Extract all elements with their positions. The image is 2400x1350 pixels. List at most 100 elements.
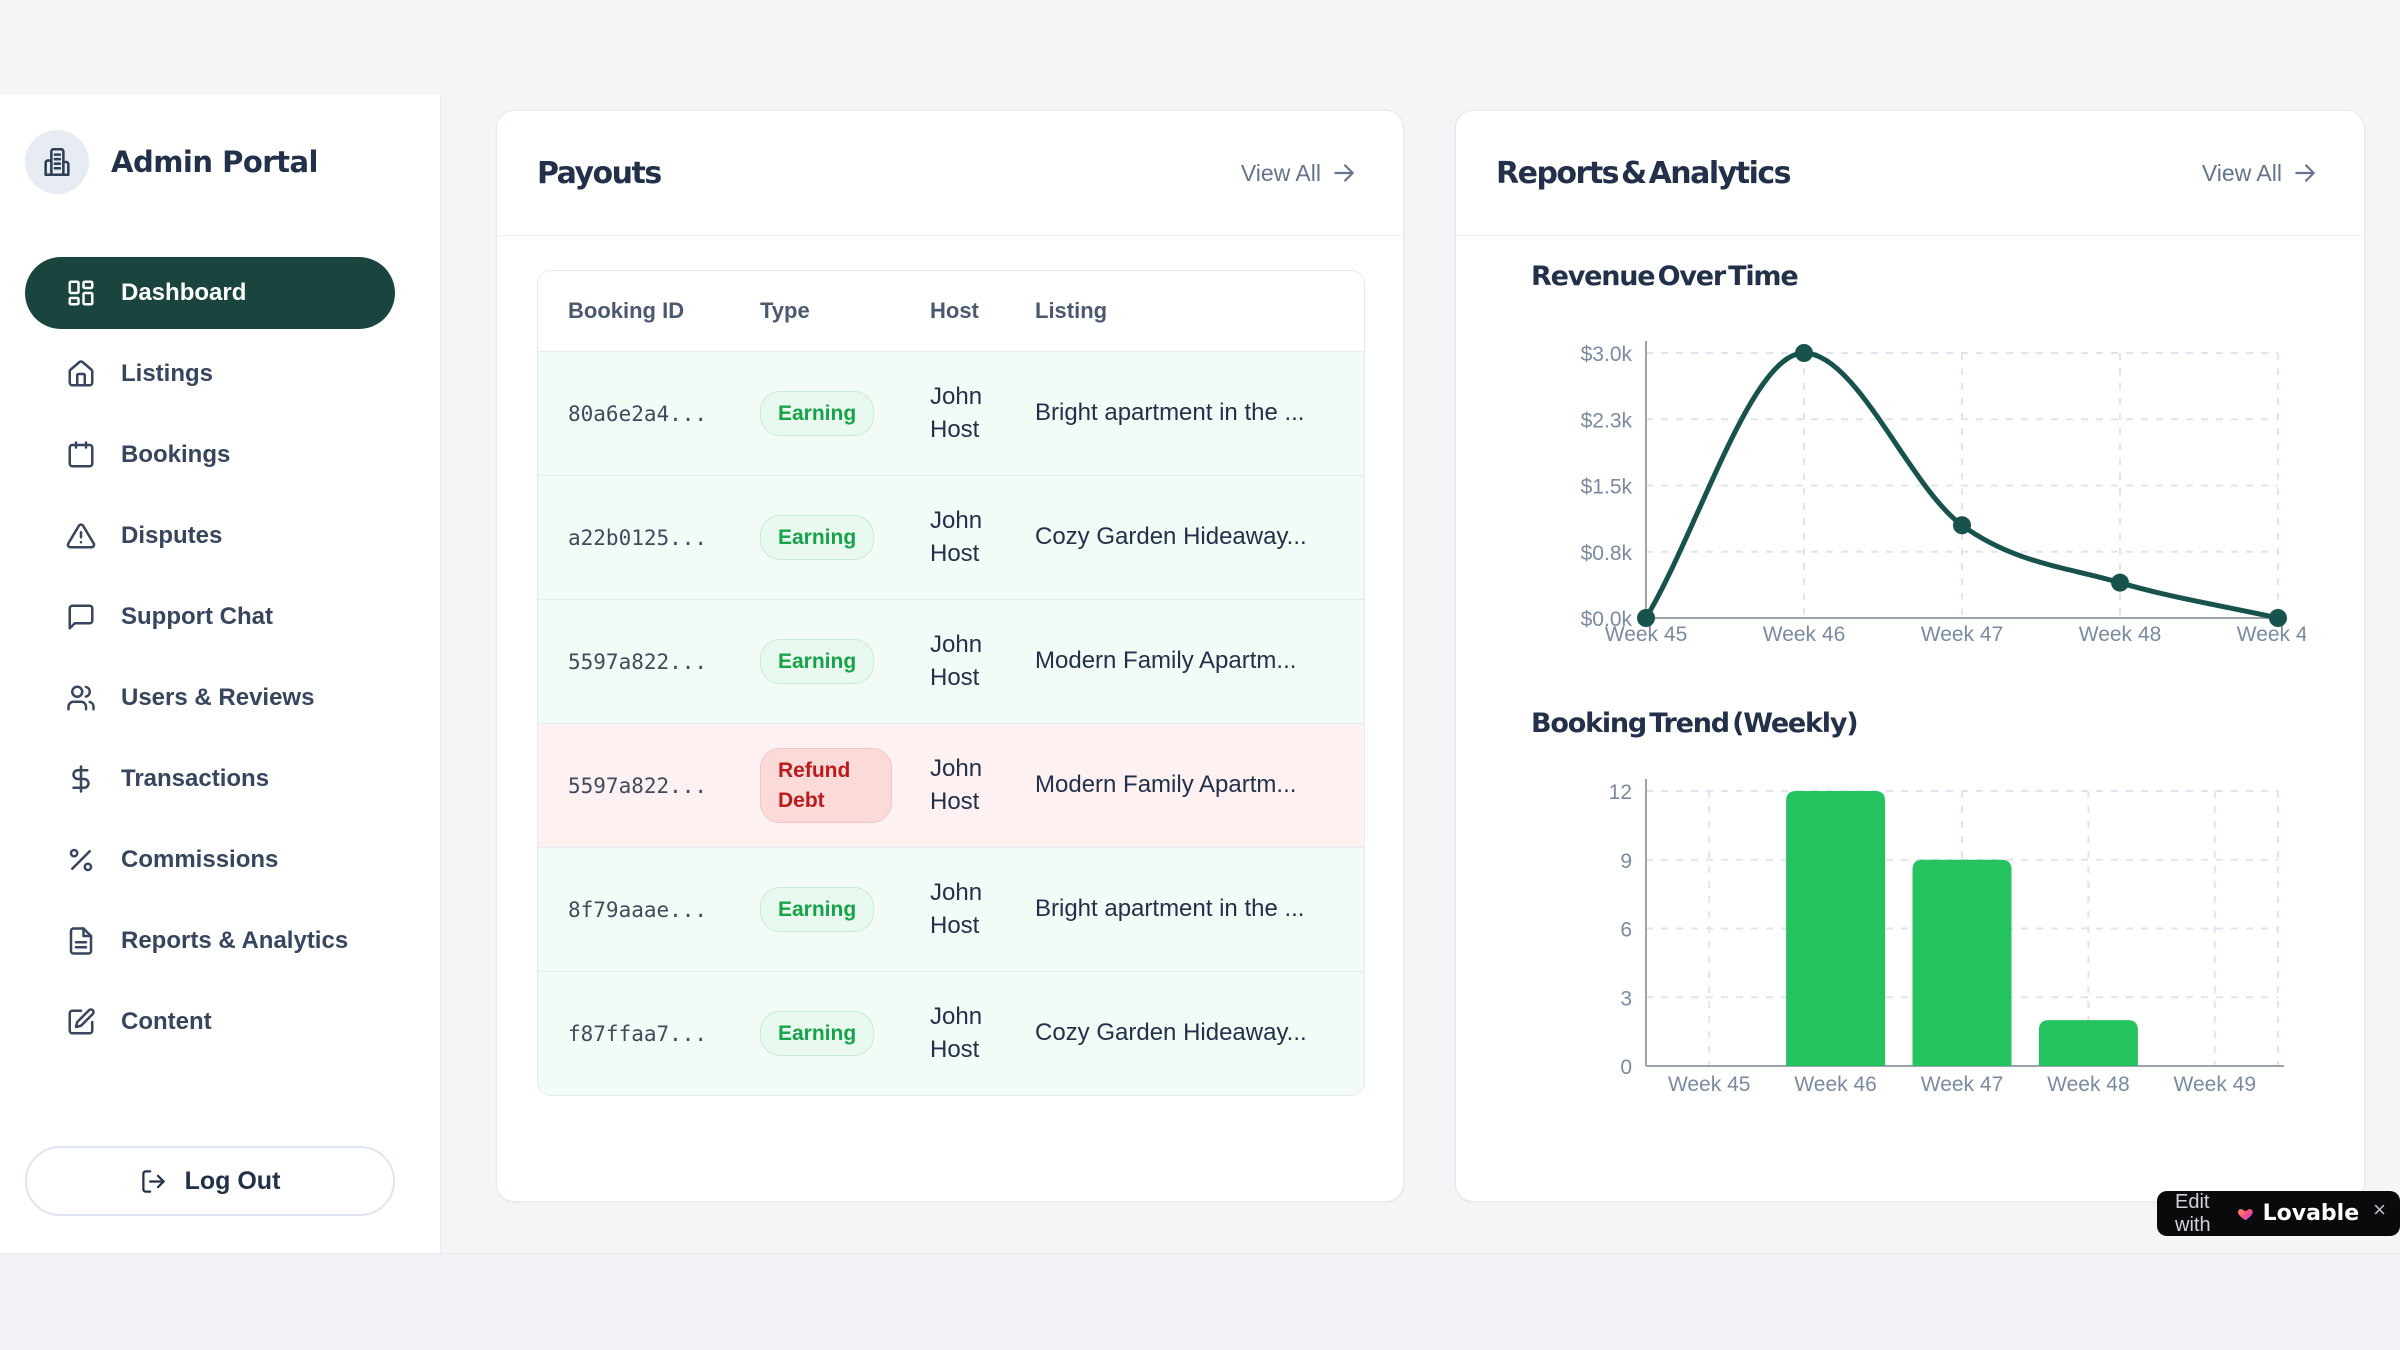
- logout-button[interactable]: Log Out: [25, 1146, 395, 1216]
- file-edit-icon: [68, 1008, 95, 1035]
- booking-bar-chart: 0 3 6 9 12 Week 45 Week 46 Week 47 Week 48 Week 4…: [1609, 779, 2284, 1096]
- cell-host: John Host: [930, 507, 983, 567]
- sidebar-item-listings[interactable]: Listings: [25, 338, 395, 410]
- y-tick-label: 0: [1620, 1056, 1632, 1079]
- sidebar-item-transactions[interactable]: Transactions: [25, 743, 395, 815]
- data-point: [2269, 609, 2287, 627]
- reports-title: Reports & Analytics: [1496, 155, 1792, 191]
- cell-booking-id: 8f79aaae...: [568, 897, 708, 922]
- calendar-icon: [68, 441, 94, 468]
- reports-card: Reports & Analytics View All Revenue Ove…: [1455, 110, 2365, 1202]
- type-badge: Earning: [760, 514, 875, 561]
- cell-host: John Host: [930, 755, 983, 815]
- cell-host: John Host: [930, 631, 983, 691]
- y-tick-label: $0.0k: [1581, 608, 1633, 631]
- data-point: [1953, 516, 1971, 535]
- sidebar-item-label: Bookings: [121, 441, 231, 468]
- table-row[interactable]: 80a6e2a4... Earning John Host Bright apartm…: [538, 351, 1364, 475]
- y-tick-label: $0.8k: [1581, 542, 1633, 565]
- cell-listing: Cozy Garden Hideaway...: [1035, 523, 1307, 551]
- x-tick-label: Week 45: [1605, 623, 1688, 646]
- x-tick-label: Week 46: [1794, 1073, 1877, 1096]
- revenue-line-chart: $0.0k $0.8k $1.5k $2.3k $3.0k Week 45 Week 46 W…: [1581, 341, 2306, 646]
- cell-booking-id: a22b0125...: [568, 525, 708, 550]
- cell-host: John Host: [930, 879, 983, 939]
- sidebar-item-label: Dashboard: [121, 279, 247, 306]
- bar: [1912, 859, 2012, 1066]
- x-tick-label: Week 45: [1668, 1073, 1751, 1096]
- sidebar-item-users-and-reviews[interactable]: Users & Reviews: [25, 662, 395, 734]
- sidebar-nav: Dashboard Listings Bookings Disputes Support…: [25, 257, 395, 1067]
- users-icon: [67, 685, 95, 711]
- cell-listing: Cozy Garden Hideaway...: [1035, 1019, 1307, 1047]
- sidebar-item-reports-and-analytics[interactable]: Reports & Analytics: [25, 905, 395, 977]
- sidebar-item-disputes[interactable]: Disputes: [25, 500, 395, 572]
- payouts-table-head: Booking ID Type Host Listing: [538, 271, 1364, 351]
- lovable-close-icon[interactable]: ×: [2373, 1196, 2386, 1222]
- y-tick-label: 6: [1620, 919, 1632, 942]
- reports-view-all-button[interactable]: View All: [2196, 159, 2324, 188]
- reports-card-header: Reports & Analytics View All: [1456, 111, 2364, 236]
- dashboard-icon: [68, 280, 94, 306]
- table-row[interactable]: a22b0125... Earning John Host Cozy Garden H…: [538, 475, 1364, 599]
- logout-icon: [141, 1169, 165, 1193]
- cell-listing: Bright apartment in the ...: [1035, 399, 1305, 427]
- sidebar-item-label: Users & Reviews: [121, 684, 315, 711]
- sidebar-item-label: Listings: [121, 360, 214, 387]
- payouts-card-header: Payouts View All: [497, 111, 1403, 236]
- bottom-background-band: [0, 1253, 2400, 1350]
- table-row[interactable]: 5597a822... Earning John Host Modern Family…: [538, 599, 1364, 723]
- cell-booking-id: 80a6e2a4...: [568, 401, 708, 426]
- cell-type: Earning: [730, 848, 900, 971]
- column-header-listing: Listing: [1005, 271, 1364, 351]
- app-logo-row: Admin Portal: [25, 130, 318, 194]
- arrow-right-icon: [1334, 164, 1354, 182]
- payouts-title: Payouts: [537, 155, 662, 191]
- app-title: Admin Portal: [111, 145, 318, 179]
- x-tick-label: Week 47: [1921, 623, 2004, 646]
- cell-booking-id: 5597a822...: [568, 649, 708, 674]
- payouts-view-all-button[interactable]: View All: [1235, 159, 1363, 188]
- x-tick-label: Week 46: [1763, 623, 1846, 646]
- sidebar-item-label: Disputes: [121, 522, 223, 549]
- lovable-heart-icon: [2237, 1208, 2253, 1220]
- building-icon: [44, 147, 70, 177]
- type-badge: Earning: [760, 638, 875, 685]
- x-tick-label: Week 49: [2174, 1073, 2257, 1096]
- type-badge: Refund Debt: [760, 748, 892, 823]
- booking-chart-title: Booking Trend (Weekly): [1531, 708, 1859, 739]
- lovable-brand-label: Lovable: [2262, 1201, 2360, 1226]
- edit-with-lovable-badge[interactable]: Edit with Lovable ×: [2157, 1191, 2400, 1236]
- cell-type: Earning: [730, 476, 900, 599]
- data-point: [1637, 609, 1655, 627]
- table-row[interactable]: 8f79aaae... Earning John Host Bright apartm…: [538, 847, 1364, 971]
- cell-type: Earning: [730, 972, 900, 1095]
- x-tick-label: Week 47: [1921, 1073, 2004, 1096]
- cell-host: John Host: [930, 1003, 983, 1063]
- bar: [2038, 1020, 2138, 1066]
- column-header-booking-id: Booking ID: [538, 271, 730, 351]
- revenue-line: [1643, 350, 2281, 621]
- lovable-prefix-label: Edit with: [2175, 1190, 2211, 1236]
- sidebar-item-dashboard[interactable]: Dashboard: [25, 257, 395, 329]
- sidebar: Admin Portal Dashboard Listings Bookings Di…: [0, 95, 441, 1253]
- payouts-table: Booking ID Type Host Listing 80a6e2a4... Ear…: [537, 270, 1365, 1096]
- payouts-table-body: 80a6e2a4... Earning John Host Bright apartm…: [538, 351, 1364, 1095]
- column-header-type: Type: [730, 271, 900, 351]
- payouts-header-row: Booking ID Type Host Listing: [538, 271, 1364, 351]
- sidebar-item-label: Commissions: [121, 846, 279, 873]
- type-badge: Earning: [760, 886, 875, 933]
- home-icon: [68, 360, 94, 387]
- sidebar-item-commissions[interactable]: Commissions: [25, 824, 395, 896]
- logout-label: Log Out: [184, 1166, 281, 1195]
- reports-view-all-label: View All: [2201, 159, 2282, 186]
- sidebar-item-label: Transactions: [121, 765, 270, 792]
- table-row[interactable]: f87ffaa7... Earning John Host Cozy Garden H…: [538, 971, 1364, 1095]
- sidebar-item-content[interactable]: Content: [25, 986, 395, 1058]
- table-row[interactable]: 5597a822... Refund Debt John Host Modern Fa…: [538, 723, 1364, 847]
- sidebar-item-label: Reports & Analytics: [121, 927, 349, 954]
- sidebar-item-label: Content: [121, 1008, 212, 1035]
- sidebar-item-support-chat[interactable]: Support Chat: [25, 581, 395, 653]
- sidebar-item-bookings[interactable]: Bookings: [25, 419, 395, 491]
